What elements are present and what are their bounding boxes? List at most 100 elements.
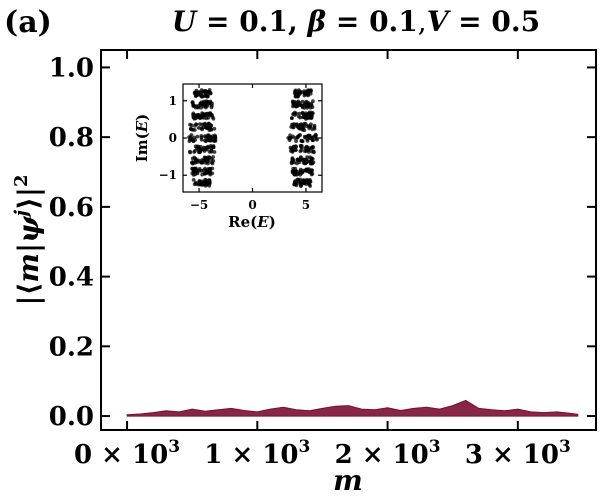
main-x-axis: 0 × 103 1 × 103 2 × 103 3 × 103 (74, 50, 571, 470)
inset-point-355 (198, 90, 202, 95)
inset-point-558 (293, 136, 297, 140)
inset-point-714 (296, 90, 301, 95)
inset-point-675 (297, 103, 302, 107)
inset-point-678 (310, 105, 315, 109)
inset-point-393 (295, 177, 300, 182)
inset-point-38 (201, 181, 206, 186)
inset-point-39 (197, 181, 202, 186)
inset-point-394 (307, 180, 312, 185)
inset-point-158 (188, 149, 192, 154)
inset-point-438 (292, 172, 297, 177)
inset-point-236 (189, 126, 193, 131)
inset-point-316 (190, 100, 195, 105)
inset-point-113 (204, 156, 209, 161)
title-beta-value: 0.1 (369, 5, 418, 38)
inset-point-636 (303, 115, 307, 119)
inset-point-171 (203, 138, 208, 143)
inset-point-439 (291, 169, 296, 173)
inset-x-tick-label-0: −5 (190, 198, 208, 212)
inset-point-144 (193, 149, 197, 153)
inset-point-358 (203, 89, 208, 93)
inset-point-504 (293, 148, 298, 153)
inset-y-tick-label-0: −1 (159, 168, 177, 182)
inset-point-551 (313, 132, 318, 137)
inset-point-633 (297, 111, 302, 116)
inset-point-398 (299, 182, 303, 187)
inset-point-428 (300, 170, 305, 175)
inset-point-167 (195, 134, 200, 139)
inset-point-225 (194, 122, 199, 127)
inset-y-tick-label-1: 0 (169, 131, 177, 145)
inset-point-662 (309, 102, 314, 106)
inset-point-520 (294, 139, 298, 144)
inset-point-479 (295, 161, 299, 166)
inset-point-597 (290, 122, 294, 127)
chart-title: U = 0.1, β = 0.1,V = 0.5 (172, 5, 540, 38)
inset-point-198 (199, 134, 204, 138)
inset-point-456 (304, 157, 309, 162)
inset-point-308 (198, 101, 203, 106)
inset-point-638 (294, 111, 299, 116)
inset-point-676 (294, 104, 298, 109)
main-y-axis: 0.0 0.2 0.4 0.6 0.8 1.0 (49, 53, 596, 432)
inset-point-159 (197, 150, 202, 155)
inset-point-555 (311, 138, 315, 143)
inset-point-716 (292, 91, 297, 95)
inset-point-195 (199, 137, 204, 142)
y-axis-label: |⟨m|ψj⟩|2 (11, 174, 45, 305)
inset-point-346 (206, 94, 210, 99)
inset-point-94 (206, 161, 210, 166)
inset-point-549 (288, 133, 292, 138)
inset-point-631 (300, 111, 305, 116)
inset-point-68 (200, 172, 205, 177)
inset-point-52 (191, 173, 196, 177)
inset-point-624 (298, 115, 303, 120)
main-series-0-area (126, 399, 579, 417)
inset-point-196 (187, 139, 192, 144)
inset-point-112 (211, 159, 216, 163)
inset-point-348 (207, 90, 211, 95)
inset-point-351 (199, 94, 204, 99)
title-u-value: 0.1 (239, 5, 288, 38)
inset-point-79 (197, 168, 202, 173)
inset-point-677 (296, 99, 301, 104)
inset-point-0 (191, 178, 196, 182)
inset-point-505 (310, 145, 314, 150)
inset-point-471 (308, 155, 312, 160)
inset-point-611 (289, 116, 294, 120)
inset-point-477 (308, 159, 313, 164)
inset-point-277 (194, 113, 199, 118)
inset-point-596 (302, 121, 307, 126)
inset-x-tick-label-2: 5 (302, 198, 310, 212)
inset-point-273 (211, 116, 216, 121)
inset-point-123 (212, 150, 217, 154)
inset-point-197 (188, 135, 193, 140)
inset-point-434 (304, 168, 309, 172)
inset-x-axis: −5 0 5 (190, 84, 310, 212)
inset-point-719 (295, 94, 300, 98)
inset-point-697 (309, 88, 313, 92)
inset-point-436 (309, 170, 313, 175)
main-x-tick-label-1: 1 × 103 (204, 437, 310, 470)
inset-point-588 (312, 126, 317, 131)
inset-point-262 (191, 111, 196, 116)
inset-point-191 (213, 137, 218, 142)
inset-point-218 (212, 126, 217, 131)
inset-point-399 (292, 182, 297, 187)
inset-eigenvalue-points (187, 88, 319, 188)
main-y-tick-label-4: 0.8 (49, 123, 94, 153)
inset-point-118 (200, 161, 205, 165)
inset-point-598 (304, 124, 309, 128)
inset-point-278 (206, 115, 211, 120)
inset-x-tick-label-1: 0 (248, 198, 256, 212)
inset-point-317 (208, 100, 213, 105)
inset-point-265 (198, 115, 203, 120)
main-y-tick-label-2: 0.4 (49, 263, 94, 293)
main-y-tick-label-0: 0.0 (49, 402, 94, 432)
inset-point-190 (213, 133, 217, 138)
inset-point-517 (311, 149, 316, 154)
inset-point-557 (300, 139, 305, 144)
inset-point-213 (188, 122, 192, 127)
main-plot: 0 × 103 1 × 103 2 × 103 3 × 103 0.00.20.40.… (49, 49, 597, 470)
